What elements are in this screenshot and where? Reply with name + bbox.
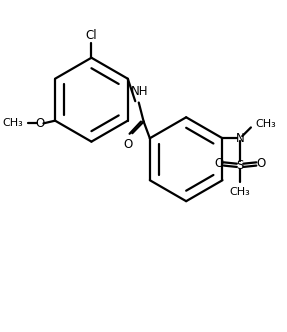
Text: N: N (236, 132, 245, 145)
Text: O: O (214, 157, 224, 170)
Text: NH: NH (131, 85, 149, 98)
Text: O: O (257, 157, 266, 170)
Text: O: O (36, 117, 45, 130)
Text: CH₃: CH₃ (255, 119, 276, 129)
Text: O: O (124, 138, 133, 151)
Text: S: S (236, 159, 244, 172)
Text: Cl: Cl (86, 29, 97, 42)
Text: CH₃: CH₃ (230, 187, 251, 197)
Text: CH₃: CH₃ (2, 119, 23, 128)
